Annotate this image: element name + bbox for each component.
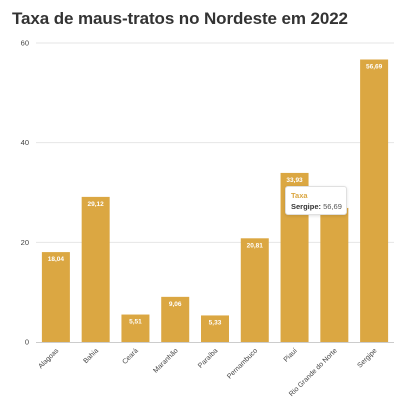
x-tick-label: Bahia — [82, 347, 100, 365]
x-tick-label: Maranhão — [152, 347, 179, 374]
x-tick-label: Ceará — [121, 347, 140, 366]
label-layer: 18,04 29,12 5,51 9,06 5,33 20,81 33,93 56,69 — [48, 63, 383, 326]
data-label: 56,69 — [366, 63, 383, 70]
y-tick-label: 40 — [21, 138, 29, 147]
x-tick-label: Sergipe — [357, 347, 379, 369]
data-label: 33,93 — [286, 177, 303, 184]
bar[interactable] — [41, 252, 70, 342]
bar[interactable] — [121, 314, 150, 342]
data-label: 5,33 — [209, 319, 222, 326]
bar[interactable] — [360, 59, 389, 342]
data-label: 20,81 — [247, 242, 264, 249]
tooltip: Taxa Sergipe: 56,69 — [285, 186, 347, 215]
y-tick-label: 20 — [21, 238, 29, 247]
bar[interactable] — [201, 315, 229, 342]
tooltip-series: Taxa — [291, 191, 308, 200]
data-label: 18,04 — [48, 256, 65, 263]
x-tick-label: Pernambuco — [226, 347, 259, 380]
y-tick-label: 60 — [21, 39, 29, 48]
x-tick-label: Paraíba — [197, 347, 219, 369]
bar[interactable] — [320, 207, 349, 342]
tooltip-category: Sergipe: — [291, 202, 322, 211]
bar[interactable] — [240, 238, 269, 342]
bar[interactable] — [161, 296, 190, 342]
chart-title: Taxa de maus-tratos no Nordeste em 2022 — [12, 9, 348, 28]
x-tick-label: Piauí — [283, 347, 299, 363]
data-label: 9,06 — [169, 301, 182, 308]
data-label: 29,12 — [88, 201, 105, 208]
data-label: 5,51 — [129, 319, 142, 326]
x-tick-label: Alagoas — [37, 347, 60, 370]
bar[interactable] — [81, 196, 110, 342]
tooltip-value: 56,69 — [323, 202, 342, 211]
y-tick-label: 0 — [25, 338, 29, 347]
